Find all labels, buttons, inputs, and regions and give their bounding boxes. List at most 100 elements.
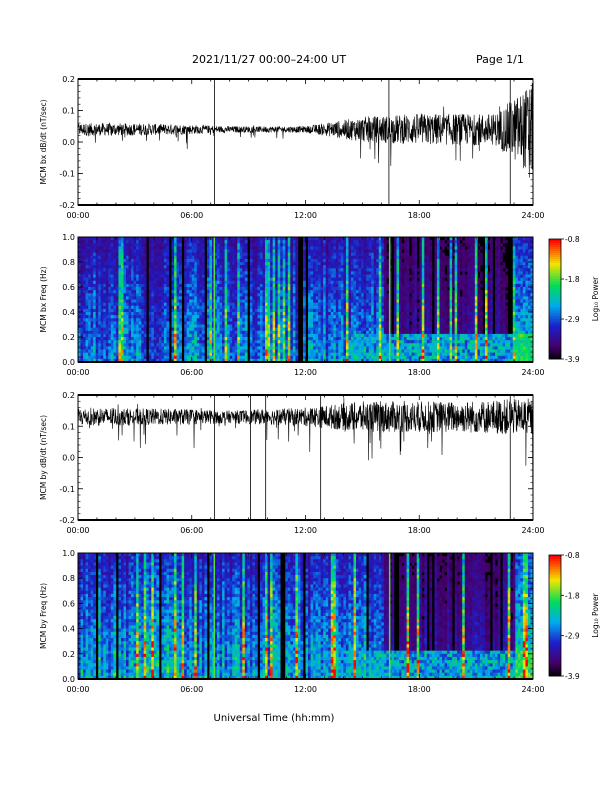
spectrogram-cell (80, 293, 84, 297)
spectrogram-cell (366, 340, 369, 344)
spectrogram-cell (93, 252, 96, 257)
spectrogram-cell (83, 321, 86, 325)
spectrogram-cell (131, 337, 134, 341)
spectrogram-cell (254, 321, 258, 325)
spectrogram-cell (277, 271, 281, 275)
spectrogram-cell (406, 249, 410, 253)
spectrogram-cell (257, 352, 261, 357)
spectrogram-cell (399, 346, 402, 350)
spectrogram-cell (270, 237, 273, 241)
spectrogram-cell (80, 299, 84, 303)
spectrogram-cell (120, 296, 124, 300)
spectrogram-cell (136, 321, 139, 325)
spectrogram-cell (308, 337, 311, 341)
spectrogram-cell (254, 274, 258, 278)
spectrogram-cell (80, 243, 84, 247)
spectrogram-cell (115, 274, 119, 278)
spectrogram-cell (138, 249, 142, 253)
spectrogram-cell (348, 265, 352, 269)
spectrogram-cell (325, 315, 329, 319)
spectrogram-cell (391, 343, 395, 347)
spectrogram-cell (404, 337, 407, 341)
spectrogram-cell (217, 337, 220, 341)
spectrogram-cell (239, 265, 243, 269)
spectrogram-cell (227, 280, 230, 285)
spectrogram-cell (242, 290, 246, 294)
spectrogram-cell (78, 246, 81, 250)
spectrogram-cell (214, 327, 218, 332)
spectrogram-cell (103, 268, 107, 272)
spectrogram-cell (302, 283, 306, 288)
spectrogram-cell (353, 337, 357, 341)
spectrogram-cell (224, 287, 228, 291)
spectrogram-cell (404, 358, 407, 363)
spectrogram-cell (118, 287, 122, 291)
spectrogram-cell (191, 287, 195, 291)
spectrogram-cell (80, 280, 84, 285)
spectrogram-cell (368, 337, 372, 341)
spectrogram-cell (174, 255, 177, 260)
spectrogram-cell (227, 274, 230, 278)
spectrogram-cell (308, 355, 311, 360)
spectrogram-cell (361, 340, 364, 344)
spectrogram-cell (153, 305, 157, 310)
spectrogram-cell (194, 262, 198, 266)
spectrogram-cell (277, 296, 281, 300)
spectrogram-cell (90, 293, 94, 297)
spectrogram-cell (211, 255, 215, 260)
spectrogram-cell (302, 337, 306, 341)
spectrogram-cell (131, 293, 134, 297)
spectrogram-cell (93, 246, 96, 250)
spectrogram-cell (161, 337, 165, 341)
spectrogram-cell (333, 277, 337, 282)
spectrogram-cell (386, 299, 390, 303)
spectrogram-cell (280, 296, 284, 300)
spectrogram-cell (381, 268, 385, 272)
spectrogram-cell (325, 249, 329, 253)
spectrogram-cell (333, 337, 337, 341)
spectrogram-cell (252, 340, 256, 344)
spectrogram-cell (302, 249, 306, 253)
spectrogram-cell (280, 258, 284, 263)
spectrogram-cell (330, 346, 334, 350)
spectrogram-cell (257, 255, 261, 260)
spectrogram-cell (404, 293, 407, 297)
spectrogram-cell (348, 327, 352, 332)
spectrogram-cell (333, 243, 337, 247)
spectrogram-cell (257, 258, 261, 263)
spectrogram-cell (401, 352, 405, 357)
spectrogram-cell (151, 240, 155, 244)
spectrogram-cell (227, 255, 230, 260)
spectrogram-cell (133, 262, 137, 266)
spectrogram-cell (348, 252, 352, 257)
spectrogram-cell (378, 258, 382, 263)
spectrogram-cell (201, 321, 205, 325)
spectrogram-cell (252, 277, 256, 282)
spectrogram-cell (328, 343, 332, 347)
spectrogram-cell (323, 352, 327, 357)
spectrogram-cell (302, 302, 306, 307)
spectrogram-cell (406, 271, 410, 275)
spectrogram-cell (151, 308, 155, 313)
spectrogram-cell (83, 330, 86, 335)
spectrogram-cell (325, 346, 329, 350)
spectrogram-cell (133, 283, 137, 288)
spectrogram-cell (118, 343, 122, 347)
spectrogram-cell (310, 352, 314, 357)
spectrogram-cell (383, 355, 387, 360)
spectrogram-cell (156, 246, 160, 250)
spectrogram-cell (260, 240, 263, 244)
spectrogram-cell (361, 305, 364, 310)
spectrogram-cell (105, 240, 109, 244)
spectrogram-cell (348, 293, 352, 297)
spectrogram-cell (373, 327, 377, 332)
spectrogram-cell (90, 262, 94, 266)
spectrogram-cell (110, 287, 114, 291)
spectrogram-cell (401, 280, 405, 285)
spectrogram-cell (184, 333, 187, 338)
spectrogram-cell (244, 302, 248, 307)
spectrogram-cell (214, 243, 218, 247)
spectrogram-cell (151, 346, 155, 350)
spectrogram-cell (399, 349, 402, 353)
spectrogram-cell (232, 340, 236, 344)
